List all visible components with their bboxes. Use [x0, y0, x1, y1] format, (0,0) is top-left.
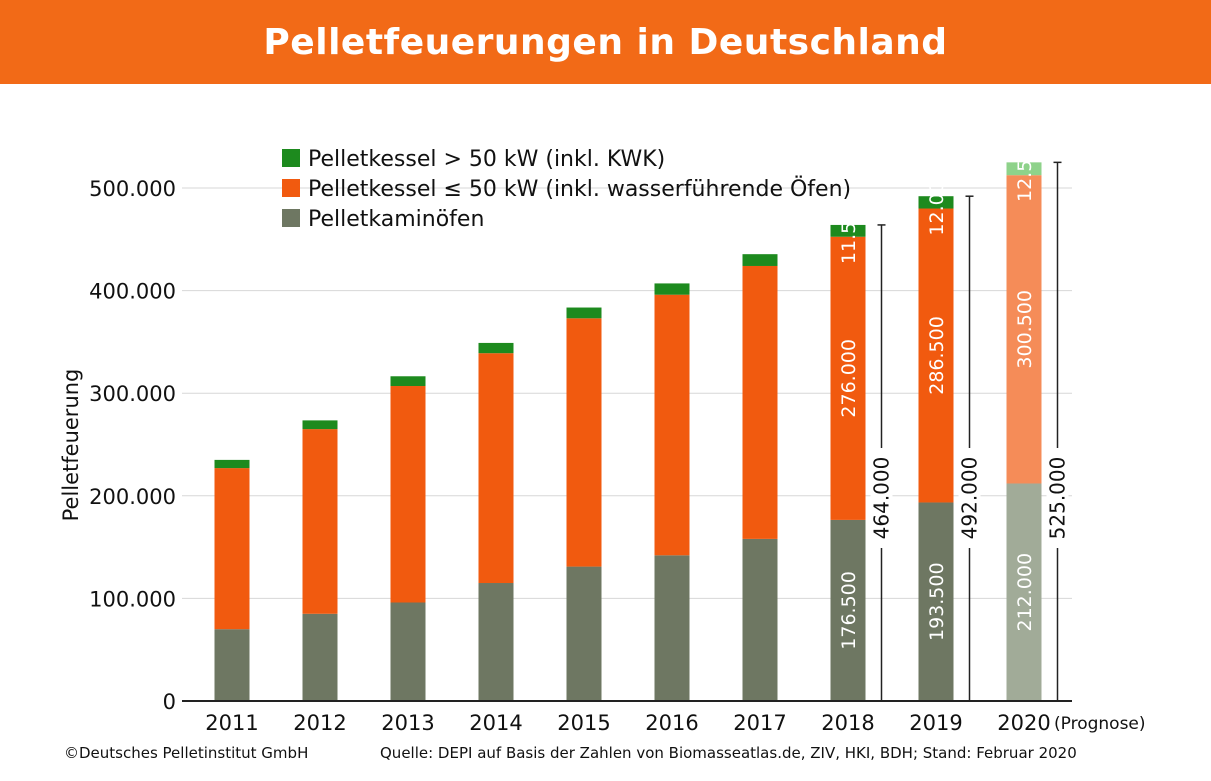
total-label-bg	[1046, 448, 1069, 548]
bar-segment	[390, 376, 426, 387]
y-tick-label: 400.000	[89, 280, 176, 304]
x-tick-label: 2011	[205, 711, 258, 735]
y-axis-label: Pelletfeuerung	[59, 369, 83, 522]
legend-label: Pelletkessel > 50 kW (inkl. KWK)	[308, 147, 665, 172]
bar-segment	[742, 265, 778, 539]
chart-title: Pelletfeuerungen in Deutschland	[263, 21, 948, 63]
data-label: 12.500	[1014, 136, 1036, 202]
data-label: 300.500	[1014, 290, 1036, 369]
data-label: 12.000	[926, 169, 948, 235]
data-label: 193.500	[926, 562, 948, 641]
data-label: 276.000	[838, 339, 860, 418]
legend-label: Pelletkaminöfen	[308, 207, 484, 232]
bar-segment	[830, 519, 866, 701]
bar-segment	[302, 613, 338, 701]
bar-segment	[566, 566, 602, 701]
bar-segment	[566, 318, 602, 567]
copyright-text: ©Deutsches Pelletinstitut GmbH	[64, 744, 309, 762]
bar-segment	[566, 307, 602, 319]
bar-segment	[214, 468, 250, 630]
bar-segment	[214, 629, 250, 701]
title-bar: Pelletfeuerungen in Deutschland	[0, 0, 1211, 84]
y-tick-label: 0	[163, 690, 176, 714]
bar-segment	[478, 583, 514, 701]
x-tick-label: 2018	[821, 711, 874, 735]
data-label: 176.500	[838, 571, 860, 650]
total-label: 464.000	[870, 457, 894, 540]
bar-segment	[742, 538, 778, 701]
bar-segment	[478, 353, 514, 584]
bar-segment	[302, 429, 338, 614]
bar-segment	[918, 502, 954, 701]
bar-segment	[1006, 162, 1042, 176]
total-label-bg	[958, 448, 981, 548]
y-tick-label: 200.000	[89, 485, 176, 509]
bar-segment	[654, 294, 690, 556]
x-tick-label: 2019	[909, 711, 962, 735]
y-tick-label: 300.000	[89, 382, 176, 406]
bar-segment	[390, 386, 426, 603]
bar-segment	[1006, 175, 1042, 484]
bar-segment	[830, 236, 866, 520]
legend-swatch	[282, 149, 300, 167]
bar-segment	[918, 208, 954, 503]
bar-segment	[654, 283, 690, 295]
x-tick-label: 2014	[469, 711, 522, 735]
bar-segment	[390, 602, 426, 701]
data-label: 212.000	[1014, 553, 1036, 632]
forecast-note: (Prognose)	[1054, 714, 1146, 734]
x-tick-label: 2013	[381, 711, 434, 735]
legend-swatch	[282, 179, 300, 197]
bar-segment	[1006, 483, 1042, 701]
bar-segment	[478, 342, 514, 354]
footer: ©Deutsches Pelletinstitut GmbH Quelle: D…	[0, 744, 1211, 774]
x-tick-label: 2016	[645, 711, 698, 735]
total-label: 525.000	[1046, 457, 1070, 540]
bar-segment	[654, 555, 690, 701]
x-tick-label: 2012	[293, 711, 346, 735]
x-tick-label: 2015	[557, 711, 610, 735]
x-tick-label: 2017	[733, 711, 786, 735]
data-label: 286.500	[926, 316, 948, 395]
x-tick-label: 2020	[997, 711, 1050, 735]
bar-segment	[742, 254, 778, 266]
y-tick-label: 100.000	[89, 587, 176, 611]
bar-segment	[830, 224, 866, 237]
y-tick-label: 500.000	[89, 177, 176, 201]
bar-segment	[918, 196, 954, 209]
bar-segment	[214, 459, 250, 469]
legend-label: Pelletkessel ≤ 50 kW (inkl. wasserführen…	[308, 176, 851, 202]
data-label: 11.500	[838, 198, 860, 264]
total-label: 492.000	[958, 457, 982, 540]
source-text: Quelle: DEPI auf Basis der Zahlen von Bi…	[380, 744, 1077, 762]
total-label-bg	[870, 448, 893, 548]
bar-segment	[302, 420, 338, 430]
legend-swatch	[282, 209, 300, 227]
